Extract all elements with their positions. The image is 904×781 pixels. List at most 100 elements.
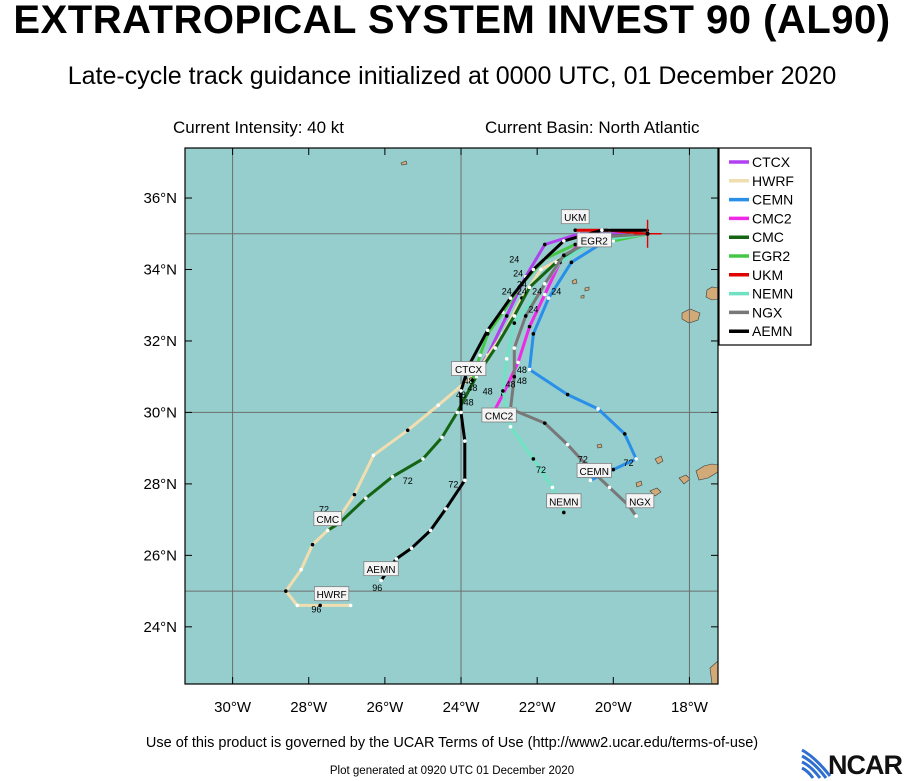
x-tick-label: 20°W: [595, 699, 633, 716]
legend-label: AEMN: [752, 323, 792, 339]
forecast-hour-label: 48: [506, 379, 516, 389]
model-label-box: [313, 511, 343, 527]
ncar-logo-text: NCAR: [828, 750, 903, 780]
track-point: [504, 314, 509, 318]
model-label: NGX: [629, 497, 651, 508]
track-point: [527, 285, 532, 290]
x-tick-label: 18°W: [671, 699, 709, 716]
forecast-hour-label: 96: [311, 605, 321, 615]
track-point: [531, 267, 536, 272]
terms-of-use: Use of this product is governed by the U…: [145, 735, 759, 751]
track-point: [512, 321, 517, 325]
forecast-hour-label: 24: [517, 279, 527, 289]
track-point: [485, 328, 490, 333]
y-tick-label: 26°N: [143, 547, 177, 564]
track-point: [440, 435, 444, 440]
ocean-background: [185, 148, 718, 684]
forecast-hour-label: 24: [532, 287, 542, 297]
page-subtitle: Late-cycle track guidance initialized at…: [67, 62, 837, 90]
y-tick-label: 30°N: [143, 404, 177, 421]
track-point: [508, 424, 513, 429]
forecast-hour-label: 48: [517, 376, 527, 386]
legend-label: NGX: [752, 304, 783, 320]
model-label-box: [313, 586, 350, 602]
track-point: [463, 478, 467, 483]
track-point: [565, 442, 570, 447]
forecast-hour-label: 48: [456, 390, 466, 400]
track-point: [443, 507, 448, 511]
y-tick-label: 32°N: [143, 333, 177, 350]
x-tick-label: 22°W: [519, 699, 557, 716]
track-point: [493, 346, 498, 350]
model-label: EGR2: [581, 236, 609, 247]
track-point: [318, 603, 322, 608]
track-point: [470, 378, 475, 383]
track-point: [459, 410, 463, 415]
track-point: [588, 478, 593, 483]
track-point: [596, 407, 600, 411]
track-point: [325, 528, 330, 533]
model-tracks: [284, 228, 650, 608]
track-point: [550, 485, 555, 490]
azores-island: [584, 286, 590, 292]
model-label: CEMN: [580, 467, 609, 478]
model-label-box: [546, 493, 582, 509]
track-point: [405, 428, 410, 433]
track-point: [455, 410, 460, 415]
model-label-box: [576, 232, 612, 248]
legend-label: UKM: [752, 267, 783, 283]
track-cmc: [326, 232, 650, 532]
madeira-island: [681, 308, 701, 324]
model-label: CMC2: [485, 412, 514, 423]
model-label-box: [576, 462, 612, 478]
track-point: [409, 546, 414, 551]
forecast-hour-label: 24: [517, 287, 527, 297]
y-tick-label: 36°N: [143, 190, 177, 207]
track-point: [562, 253, 566, 257]
forecast-hour-label: 72: [624, 458, 634, 468]
forecast-hour-label: 48: [517, 365, 527, 375]
forecast-hour-label: 72: [403, 476, 413, 486]
track-point: [611, 239, 616, 243]
x-tick-label: 28°W: [290, 699, 328, 716]
model-label: HWRF: [317, 590, 347, 601]
track-point: [364, 496, 368, 500]
track-point: [622, 432, 627, 436]
model-label-box: [560, 209, 590, 225]
track-point: [371, 453, 376, 458]
track-point: [542, 242, 547, 247]
model-label-box: [363, 561, 399, 577]
track-point: [565, 392, 570, 397]
track-point: [600, 228, 604, 232]
grid-lines: [185, 148, 718, 684]
azores-island: [400, 160, 408, 166]
track-point: [512, 374, 517, 379]
track-point: [421, 457, 425, 461]
model-label: AEMN: [367, 565, 396, 576]
forecast-hour-label: 72: [448, 479, 458, 489]
model-label: UKM: [564, 213, 586, 224]
current-intensity: Current Intensity: 40 kt: [173, 118, 345, 137]
track-point: [531, 457, 536, 461]
track-point: [611, 467, 616, 472]
track-point: [634, 457, 638, 461]
track-point: [607, 485, 612, 490]
forecast-hour-label: 24: [513, 269, 523, 279]
track-point: [310, 542, 315, 547]
track-point: [527, 324, 532, 329]
track-point: [284, 589, 288, 593]
track-point: [562, 510, 566, 515]
track-point: [562, 239, 566, 243]
track-point: [539, 267, 543, 272]
track-point: [531, 332, 536, 336]
legend-label: CEMN: [752, 192, 793, 208]
track-point: [459, 389, 463, 393]
legend-label: CTCX: [752, 154, 791, 170]
model-label: CTCX: [455, 365, 483, 376]
model-label-box: [481, 407, 517, 423]
page-title: EXTRATROPICAL SYSTEM INVEST 90 (AL90): [13, 0, 891, 42]
track-point: [478, 353, 482, 358]
track-cemn: [528, 232, 650, 482]
